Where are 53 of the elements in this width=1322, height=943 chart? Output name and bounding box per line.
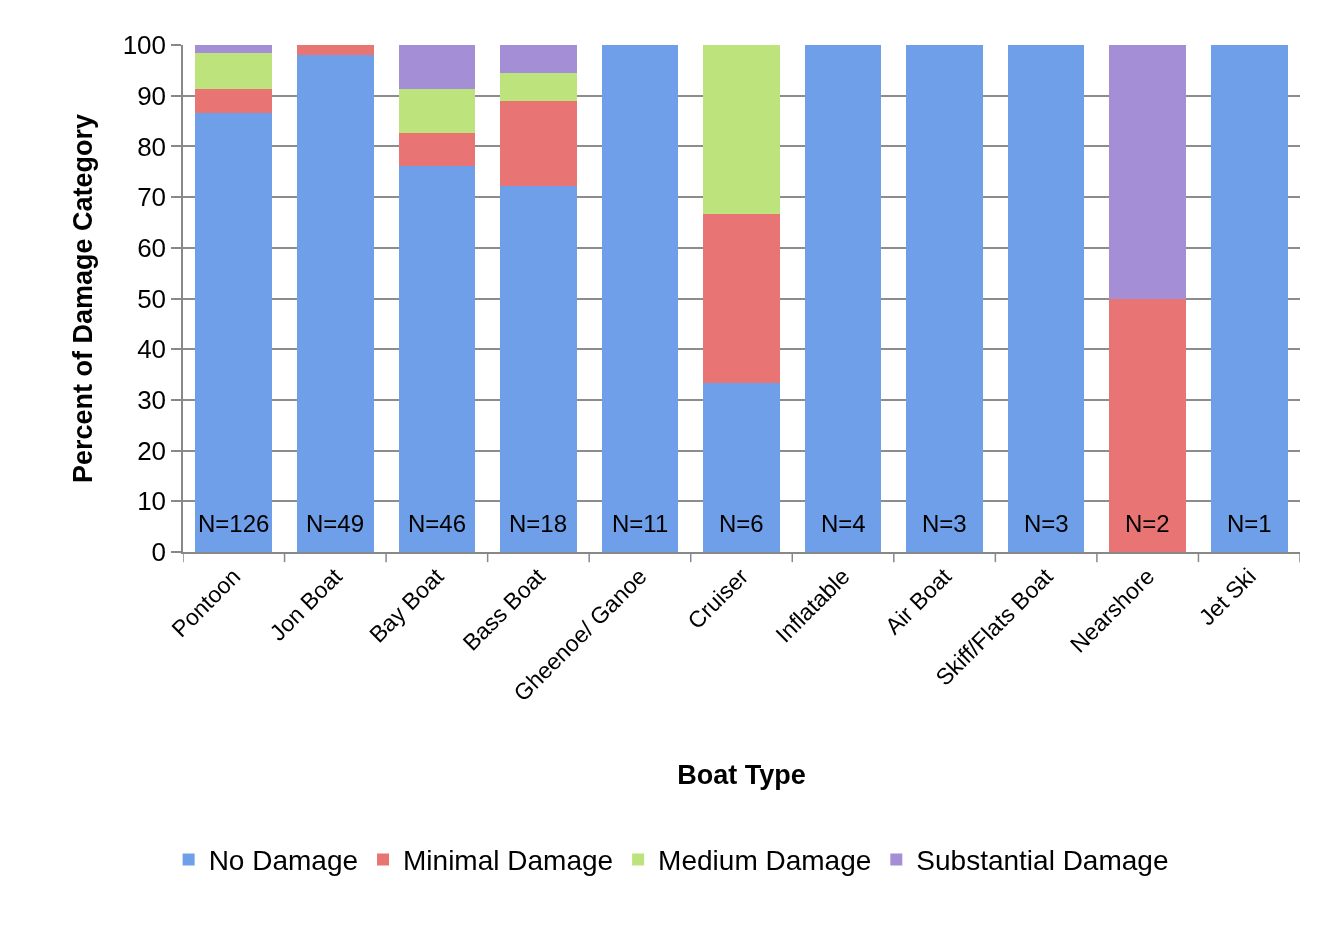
bar [500, 72, 577, 102]
legend-label: Minimal Damage [403, 845, 614, 877]
bar [398, 133, 476, 167]
bar [296, 55, 374, 552]
annotation: N=3 [922, 510, 967, 537]
x-tick-label: Jet Ski [1193, 563, 1261, 631]
annotation: N=18 [509, 510, 568, 537]
bar [1007, 45, 1085, 552]
y-tick-label: 100 [122, 30, 167, 61]
y-tick-label: 30 [137, 385, 167, 415]
annotation: N=1 [1227, 510, 1272, 537]
bar [195, 45, 273, 54]
bar [1109, 45, 1187, 299]
annotation: N=2 [1125, 510, 1170, 537]
bar [703, 214, 780, 384]
bar [500, 45, 577, 73]
bar [804, 45, 882, 552]
annotation: N=6 [719, 510, 764, 537]
y-tick-label: 10 [137, 486, 167, 517]
y-tick-label: 80 [137, 131, 167, 162]
legend-label: Substantial Damage [916, 845, 1169, 877]
annotation: N=11 [612, 510, 669, 537]
bar [500, 101, 577, 186]
annotation: N=46 [408, 510, 467, 537]
bar [1109, 298, 1187, 552]
y-tick-label: 60 [137, 232, 167, 263]
bar [398, 45, 476, 90]
bar [906, 45, 983, 552]
bar [398, 166, 476, 552]
bar [296, 45, 374, 56]
bar [601, 45, 679, 552]
y-tick-label: 70 [137, 182, 167, 213]
annotation: N=3 [1024, 510, 1069, 537]
legend-label: No Damage [208, 845, 359, 877]
y-tick-label: 50 [137, 283, 167, 314]
annotation: N=4 [821, 510, 866, 537]
bar [500, 185, 577, 552]
bar [1210, 45, 1288, 552]
bar [398, 89, 476, 134]
y-axis-title: Percent of Damage Category [68, 113, 99, 484]
x-axis-title: Boat Type [677, 760, 806, 791]
bar [195, 53, 273, 90]
annotation: N=126 [198, 510, 270, 537]
y-tick-label: 40 [137, 334, 167, 365]
y-tick-label: 90 [137, 80, 167, 111]
bar [703, 383, 780, 552]
y-tick-label: 0 [151, 537, 167, 568]
legend-label: Medium Damage [658, 845, 872, 877]
y-tick-label: 20 [137, 435, 167, 466]
bar [195, 113, 273, 552]
bar [195, 89, 273, 114]
bar [703, 45, 780, 215]
annotation: N=49 [306, 510, 365, 537]
